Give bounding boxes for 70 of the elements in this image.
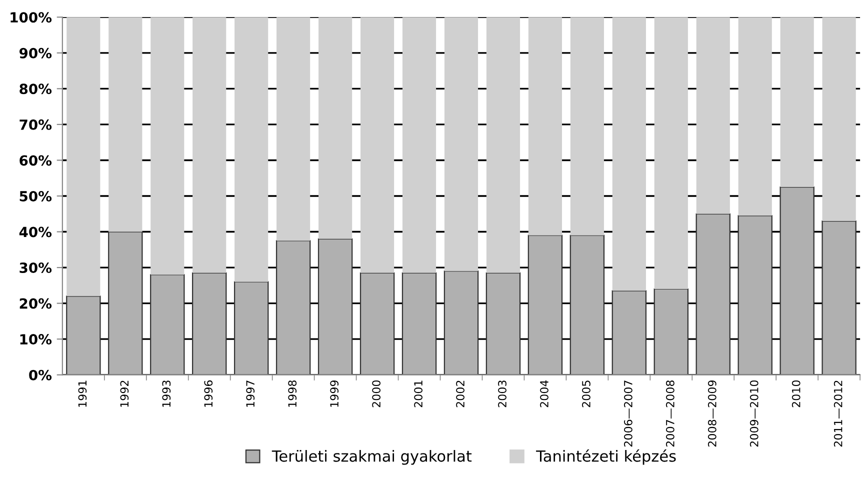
y-tick-label: 100%: [10, 12, 52, 23]
x-tick-label: 2002: [456, 380, 464, 408]
bar: [780, 17, 814, 188]
x-tick-label: 2011—2012: [834, 380, 842, 447]
x-tick-label: 2007—2008: [666, 380, 674, 447]
legend-label: Területi szakmai gyakorlat: [272, 450, 472, 465]
y-tick-label: 10%: [20, 334, 52, 345]
x-tick-label: 1998: [288, 380, 297, 407]
bar: [486, 17, 520, 273]
bar: [822, 220, 856, 375]
bar: [486, 272, 521, 375]
bar: [234, 17, 268, 282]
x-tick-label: 2009—2010: [750, 380, 758, 447]
x-tick-label: 2001: [414, 380, 422, 408]
bar: [150, 274, 185, 375]
x-tick-label: 1992: [120, 380, 129, 407]
bar: [192, 17, 226, 273]
bar: [738, 215, 772, 375]
y-tick-label: 80%: [20, 84, 52, 94]
bar: [402, 272, 437, 375]
bar: [108, 17, 142, 232]
bar: [570, 234, 605, 375]
x-tick-label: 1996: [204, 380, 213, 407]
x-tick-label: 2005: [582, 380, 590, 408]
x-tick-label: 2003: [498, 380, 506, 408]
y-tick-label: 70%: [20, 119, 52, 130]
bar: [66, 17, 100, 296]
bar: [318, 238, 353, 375]
x-tick-label: 1993: [162, 380, 171, 407]
bar: [318, 17, 352, 239]
bar: [822, 17, 856, 222]
y-tick-label: 20%: [20, 298, 52, 309]
bar: [234, 281, 269, 375]
bar: [612, 17, 646, 291]
bar: [276, 240, 311, 375]
x-tick-label: 2008—2009: [708, 380, 716, 447]
bar: [780, 186, 814, 375]
bar: [360, 17, 394, 273]
y-tick-label: 90%: [19, 48, 52, 58]
bar: [66, 296, 101, 375]
x-tick-label: 1999: [330, 380, 339, 407]
bar: [528, 17, 562, 236]
bar: [108, 231, 143, 375]
bar: [654, 288, 688, 375]
y-tick-label: 0%: [29, 370, 52, 380]
bar: [276, 17, 310, 241]
x-tick-label: 2000: [372, 380, 381, 408]
bar: [150, 17, 184, 275]
bar: [528, 234, 563, 375]
bar: [192, 272, 227, 375]
bar: [444, 17, 478, 272]
bar: [612, 290, 647, 375]
bar: [654, 17, 688, 289]
bar: [738, 17, 772, 216]
bar: [444, 270, 479, 375]
bar: [696, 213, 730, 375]
bar: [360, 272, 395, 375]
x-tick-label: 2004: [540, 380, 548, 408]
x-tick-label: 2010: [792, 380, 800, 408]
x-tick-label: 1997: [246, 380, 255, 407]
bar: [402, 17, 436, 273]
bar: [696, 17, 730, 214]
legend-label: Tanintézeti képzés: [536, 449, 676, 465]
y-tick-label: 50%: [20, 190, 52, 202]
y-tick-label: 60%: [20, 155, 52, 166]
x-tick-label: 2006—2007: [624, 380, 632, 447]
y-tick-label: 30%: [20, 262, 52, 274]
x-tick-label: 1991: [78, 380, 87, 407]
y-tick-label: 40%: [19, 226, 52, 238]
bar: [570, 17, 604, 236]
